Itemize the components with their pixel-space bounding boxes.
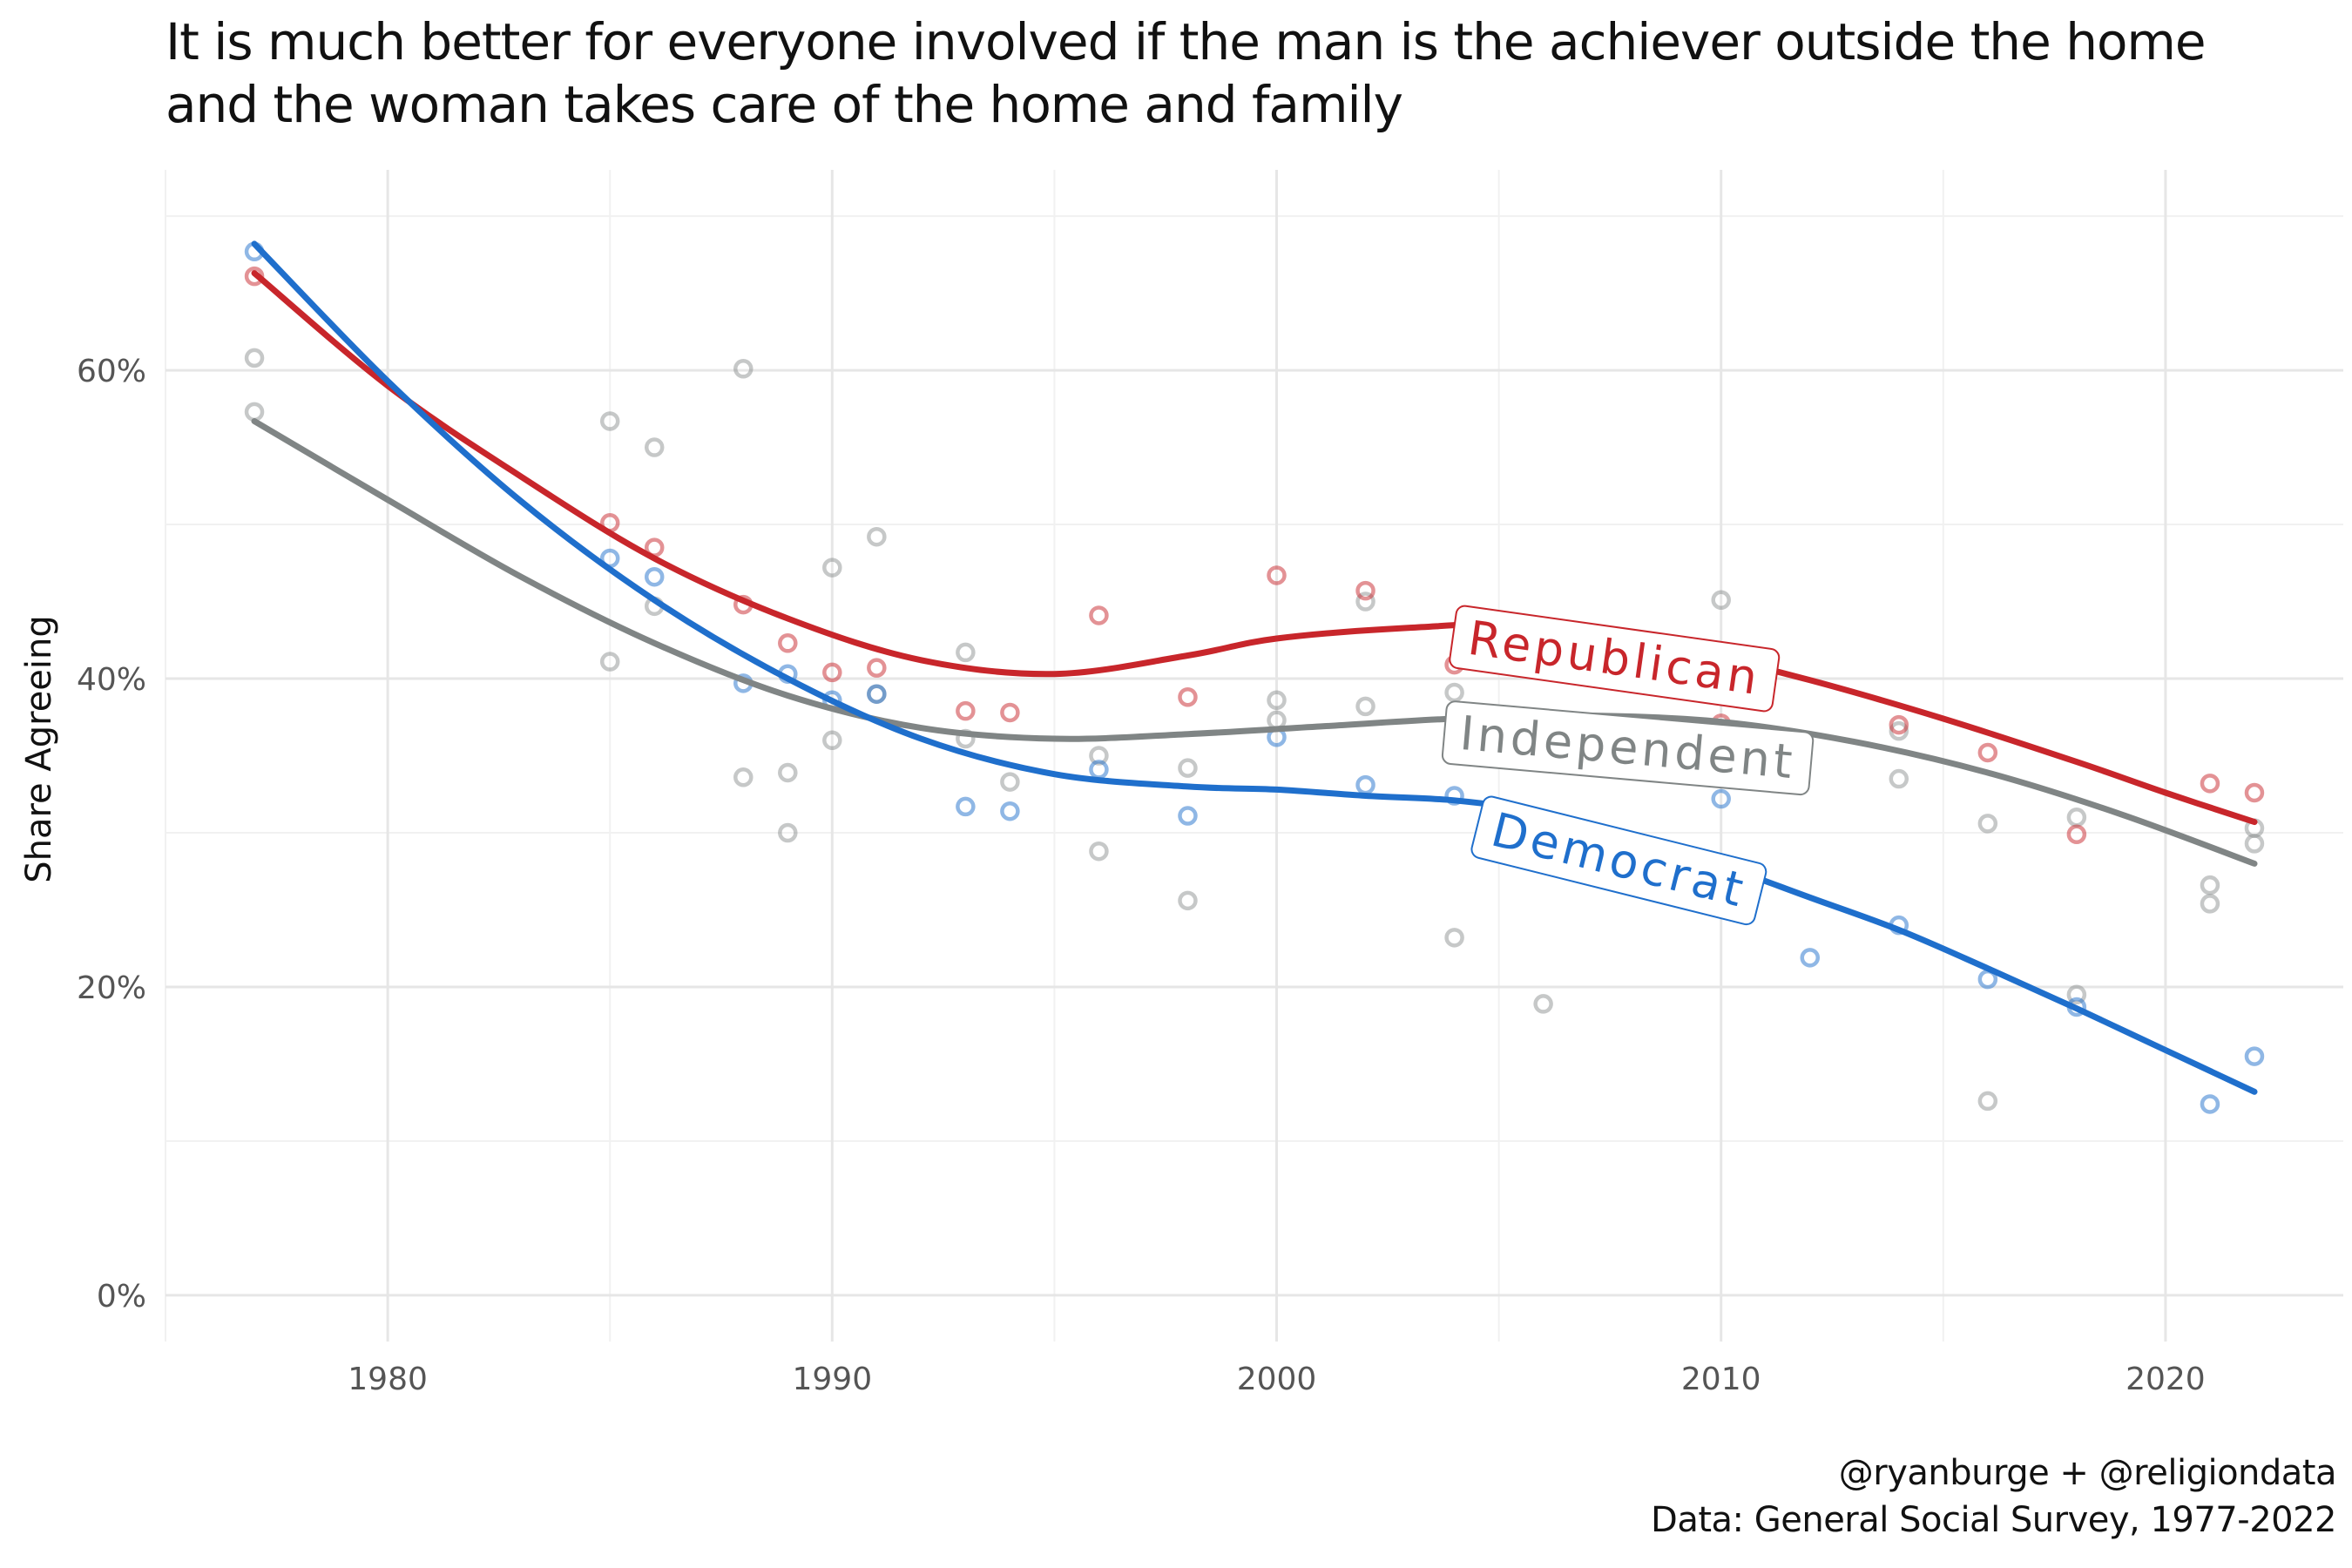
point-independent <box>644 437 665 457</box>
point-independent <box>867 526 887 547</box>
chart-title: It is much better for everyone involved … <box>166 10 2207 136</box>
point-republican <box>1000 702 1020 723</box>
axes: 1980 1990 2000 2010 2020 0% 20% 40% 60% <box>77 354 2206 1397</box>
point-independent <box>1267 690 1287 711</box>
point-independent <box>244 402 265 422</box>
point-republican <box>1355 580 1375 601</box>
x-tick-label: 1990 <box>792 1362 872 1397</box>
point-independent <box>1178 758 1198 778</box>
trend-line-democrat <box>251 240 2258 1095</box>
label-text: Republican <box>1465 611 1765 706</box>
y-tick-label: 20% <box>77 970 146 1006</box>
point-independent <box>2244 834 2265 854</box>
label-text: Democrat <box>1486 802 1752 918</box>
point-republican <box>1089 605 1109 625</box>
point-independent <box>778 762 798 783</box>
point-independent <box>599 411 620 431</box>
point-republican <box>2200 774 2220 794</box>
trend-line-republican <box>251 270 2258 826</box>
x-tick-label: 2000 <box>1237 1362 1317 1397</box>
point-independent <box>733 767 754 787</box>
y-tick-label: 60% <box>77 354 146 389</box>
point-independent <box>1355 696 1375 717</box>
caption: @ryanburge + @religiondata Data: General… <box>1651 1450 2336 1544</box>
point-independent <box>822 558 842 578</box>
point-independent <box>1444 928 1464 948</box>
y-tick-label: 0% <box>97 1279 146 1315</box>
label-box <box>1441 700 1815 796</box>
point-democrat <box>1444 786 1464 806</box>
point-independent <box>599 652 620 672</box>
point-democrat <box>1000 801 1020 821</box>
point-independent <box>778 822 798 843</box>
y-tick-label: 40% <box>77 662 146 698</box>
point-republican <box>2066 824 2087 845</box>
point-independent <box>1889 768 1909 789</box>
point-independent <box>1977 814 1998 834</box>
point-republican <box>867 658 887 678</box>
point-democrat <box>1711 788 1731 809</box>
point-democrat <box>867 684 887 704</box>
point-independent <box>2200 894 2220 914</box>
point-republican <box>1977 742 1998 763</box>
point-independent <box>1000 772 1020 792</box>
point-independent <box>733 359 754 379</box>
x-tick-label: 2010 <box>1681 1362 1761 1397</box>
chart-title-line-1: It is much better for everyone involved … <box>166 12 2207 71</box>
point-independent <box>956 642 976 663</box>
point-democrat <box>1800 948 1821 968</box>
grid <box>165 170 2343 1342</box>
point-independent <box>1533 994 1553 1014</box>
point-independent <box>2066 984 2087 1005</box>
point-independent <box>1355 591 1375 612</box>
point-democrat <box>1355 774 1375 795</box>
label-box <box>1470 795 1767 926</box>
point-democrat <box>956 796 976 817</box>
caption-line-2: Data: General Social Survey, 1977-2022 <box>1651 1500 2336 1540</box>
point-republican <box>956 700 976 721</box>
point-republican <box>1889 714 1909 735</box>
point-independent <box>1089 841 1109 862</box>
point-independent <box>822 730 842 751</box>
point-democrat <box>644 566 665 587</box>
point-democrat <box>2244 1046 2265 1066</box>
point-republican <box>1178 687 1198 707</box>
point-independent <box>1444 682 1464 703</box>
x-tick-label: 1980 <box>348 1362 428 1397</box>
point-independent <box>1711 590 1731 611</box>
point-republican <box>822 662 842 683</box>
point-republican <box>1267 565 1287 585</box>
trend-lines <box>251 240 2258 1095</box>
point-independent <box>244 348 265 368</box>
label-democrat: Democrat <box>1470 795 1767 926</box>
label-independent: Independent <box>1441 700 1815 796</box>
x-tick-label: 2020 <box>2126 1362 2206 1397</box>
point-republican <box>2244 782 2265 803</box>
point-democrat <box>2200 1094 2220 1114</box>
point-republican <box>778 633 798 653</box>
trend-line-independent <box>251 418 2258 867</box>
chart-title-line-2: and the woman takes care of the home and… <box>166 75 1403 134</box>
point-independent <box>1889 720 1909 741</box>
point-independent <box>2066 808 2087 828</box>
point-independent <box>1977 1091 1998 1112</box>
point-democrat <box>1178 806 1198 826</box>
point-independent <box>2200 875 2220 896</box>
y-axis-title: Share Agreeing <box>19 615 59 883</box>
caption-line-1: @ryanburge + @religiondata <box>1838 1453 2337 1493</box>
label-box <box>1449 605 1781 713</box>
point-independent <box>1178 890 1198 911</box>
